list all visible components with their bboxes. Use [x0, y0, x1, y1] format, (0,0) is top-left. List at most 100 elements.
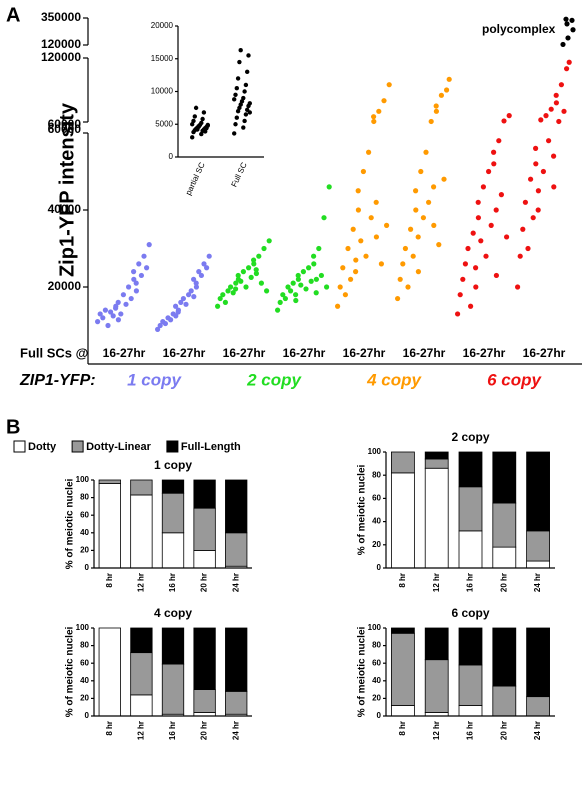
data-point: [133, 280, 139, 286]
data-point: [384, 222, 390, 228]
legend-label: Dotty-Linear: [86, 441, 152, 453]
data-point: [248, 274, 254, 280]
bar-segment: [193, 689, 216, 713]
data-point: [198, 272, 204, 279]
data-point: [285, 284, 291, 290]
x-tick-label: partial SC: [184, 161, 207, 197]
x-tick-label: 16-27hr: [343, 346, 386, 360]
data-point: [491, 161, 497, 167]
data-point: [423, 149, 429, 155]
data-point: [308, 278, 314, 284]
data-point: [233, 122, 238, 127]
x-tick-label: 24 hr: [533, 573, 542, 592]
panel-label: A: [6, 4, 20, 26]
y-tick-label: 60000: [48, 117, 82, 131]
data-point: [193, 280, 199, 286]
data-point: [173, 303, 179, 309]
data-point: [316, 245, 322, 252]
data-point: [173, 313, 179, 319]
y-tick-label: 40: [80, 676, 89, 685]
chart-title: 1 copy: [154, 458, 192, 472]
data-point: [157, 322, 163, 329]
y-tick-label: 120000: [41, 50, 81, 64]
bar-segment: [424, 451, 449, 460]
data-point: [235, 272, 241, 279]
data-point: [491, 149, 497, 155]
copy-label: 1 copy: [127, 370, 182, 389]
x-tick-label: 24 hr: [231, 721, 240, 740]
data-point: [193, 284, 199, 290]
data-point: [251, 257, 257, 263]
data-point: [441, 176, 447, 182]
y-tick-label: 20: [372, 540, 381, 549]
annotation: polycomplex: [482, 22, 556, 36]
data-point: [131, 276, 137, 282]
bar-segment: [130, 694, 153, 717]
data-point: [313, 290, 319, 296]
data-point: [540, 168, 547, 175]
y-tick-label: 0: [85, 711, 90, 720]
bar-segment: [225, 690, 248, 715]
data-point: [337, 284, 343, 290]
data-point: [264, 288, 270, 294]
chart-title: 2 copy: [451, 430, 489, 444]
data-point: [493, 272, 499, 279]
bar-segment: [526, 451, 550, 532]
data-point: [196, 124, 201, 130]
y-tick-label: 40: [372, 676, 381, 685]
data-point: [188, 288, 194, 294]
bar-segment: [193, 507, 216, 551]
data-point: [553, 100, 560, 106]
bar-segment: [130, 494, 153, 569]
x-tick-label: Full SC: [229, 161, 248, 189]
y-tick-label: 60: [80, 510, 89, 519]
data-point: [543, 113, 549, 119]
data-point: [400, 261, 406, 267]
legend-swatch: [166, 440, 179, 453]
bar-segment: [130, 479, 153, 496]
bar-segment: [225, 479, 248, 534]
data-point: [486, 168, 492, 175]
data-point: [243, 82, 249, 88]
data-point: [566, 59, 572, 65]
y-tick-label: 20: [80, 694, 89, 703]
x-tick-label: 24 hr: [533, 721, 542, 740]
y-tick-label: 100: [368, 623, 382, 632]
data-point: [533, 145, 539, 151]
data-point: [353, 269, 359, 275]
bar-segment: [161, 532, 185, 569]
legend-label: Full-Length: [181, 441, 241, 453]
data-point: [515, 284, 521, 290]
data-point: [275, 307, 281, 313]
x-tick-label: 16-27hr: [163, 346, 206, 360]
data-point: [136, 261, 142, 267]
x-tick-label: 12 hr: [137, 573, 146, 592]
data-point: [570, 27, 576, 33]
data-point: [155, 326, 161, 332]
bar-segment: [458, 530, 483, 569]
bar-segment: [161, 663, 185, 715]
data-point: [295, 272, 301, 279]
data-point: [551, 184, 557, 190]
y-tick-label: 0: [85, 563, 90, 572]
y-tick-label: 20000: [151, 21, 174, 30]
data-point: [350, 226, 356, 232]
data-point: [444, 87, 450, 93]
data-point: [201, 261, 207, 267]
y-axis-label: Zip1-YFP intensity: [56, 102, 78, 277]
data-point: [242, 118, 247, 124]
data-point: [128, 295, 134, 302]
data-point: [217, 295, 223, 302]
data-point: [360, 168, 366, 175]
data-point: [243, 284, 249, 290]
y-tick-label: 80: [80, 493, 89, 502]
data-point: [256, 253, 262, 259]
data-point: [201, 110, 207, 115]
x-tick-label: 24 hr: [231, 573, 240, 592]
bar-segment: [98, 627, 121, 717]
data-point: [306, 265, 312, 271]
chart-title: 6 copy: [451, 606, 489, 620]
y-tick-label: 40: [372, 517, 381, 526]
bar-segment: [161, 492, 185, 534]
data-point: [233, 92, 238, 97]
